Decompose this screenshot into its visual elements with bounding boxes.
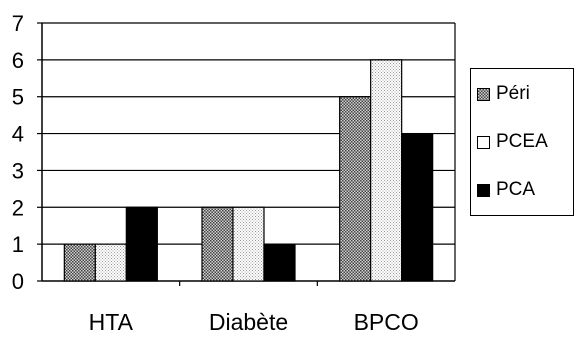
y-tick-label: 5 xyxy=(12,85,24,110)
bar-p-ri-1 xyxy=(201,206,234,282)
legend-swatch-pca xyxy=(477,183,490,197)
bar-pcea-1 xyxy=(232,206,265,282)
legend-label-pcea: PCEA xyxy=(496,131,548,152)
legend: Péri PCEA PCA xyxy=(470,68,574,216)
legend-item-pcea: PCEA xyxy=(477,131,548,153)
legend-label-peri: Péri xyxy=(496,83,530,104)
bar-pca-2 xyxy=(401,132,434,282)
legend-swatch-peri xyxy=(477,87,490,101)
legend-swatch-pcea xyxy=(477,135,490,149)
y-tick-label: 3 xyxy=(12,158,24,183)
y-tick-label: 7 xyxy=(12,11,24,36)
bar-p-ri-0 xyxy=(63,243,96,282)
y-tick-label: 0 xyxy=(12,269,24,294)
bar-pcea-2 xyxy=(370,59,403,282)
x-tick-label: HTA xyxy=(89,309,134,334)
legend-item-peri: Péri xyxy=(477,83,530,105)
bar-pca-1 xyxy=(263,243,296,282)
y-tick-label: 6 xyxy=(12,48,24,73)
y-tick-label: 1 xyxy=(12,232,24,257)
bar-pca-0 xyxy=(125,206,158,282)
x-tick-label: Diabète xyxy=(209,309,288,334)
bars xyxy=(63,59,434,282)
x-tick-label: BPCO xyxy=(354,309,419,334)
y-tick-label: 2 xyxy=(12,195,24,220)
gridlines xyxy=(42,22,455,245)
tick-labels: 0 1 2 3 4 5 6 7 HTA Diabète BPCO xyxy=(12,11,419,335)
legend-item-pca: PCA xyxy=(477,179,535,201)
y-tick-label: 4 xyxy=(12,122,24,147)
bar-p-ri-2 xyxy=(339,96,372,282)
legend-label-pca: PCA xyxy=(496,179,536,200)
bar-pcea-0 xyxy=(94,243,127,282)
